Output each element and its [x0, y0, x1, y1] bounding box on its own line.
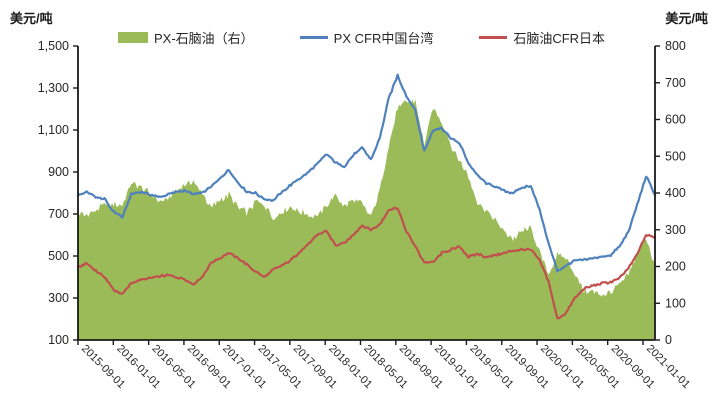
svg-text:100: 100 [48, 333, 69, 347]
series-line-naphtha-cfr-japan [76, 206, 657, 320]
legend-naphtha-label: 石脑油CFR日本 [513, 31, 606, 46]
svg-text:100: 100 [665, 296, 686, 310]
svg-text:200: 200 [665, 260, 686, 274]
left-axis-ticks: 1,500 1,300 1,100 900 700 500 300 100 [38, 39, 78, 347]
legend-item-area: PX-石脑油（右） [118, 28, 254, 47]
legend-area-label: PX-石脑油（右） [154, 31, 254, 46]
svg-text:300: 300 [48, 291, 69, 305]
svg-text:700: 700 [665, 76, 686, 90]
right-axis-caption: 美元/吨 [665, 11, 708, 26]
area-swatch-icon [118, 32, 148, 43]
series-area-px-naphtha-spread [78, 99, 655, 340]
svg-text:1,100: 1,100 [38, 123, 69, 137]
series-line-px-cfr-taiwan [76, 73, 657, 273]
svg-text:500: 500 [665, 149, 686, 163]
svg-text:700: 700 [48, 207, 69, 221]
right-axis-ticks: 800 700 600 500 400 300 200 100 0 [655, 39, 686, 347]
svg-text:400: 400 [665, 186, 686, 200]
legend-item-naphtha: 石脑油CFR日本 [479, 28, 605, 47]
legend-item-px: PX CFR中国台湾 [299, 28, 434, 47]
svg-text:1,300: 1,300 [38, 81, 69, 95]
svg-text:300: 300 [665, 223, 686, 237]
svg-text:900: 900 [48, 165, 69, 179]
legend: PX-石脑油（右） PX CFR中国台湾 石脑油CFR日本 [118, 28, 605, 47]
px-line-swatch-icon [299, 36, 328, 39]
legend-px-label: PX CFR中国台湾 [333, 31, 434, 46]
svg-text:1,500: 1,500 [38, 39, 69, 53]
svg-text:500: 500 [48, 249, 69, 263]
svg-text:600: 600 [665, 113, 686, 127]
svg-text:800: 800 [665, 39, 686, 53]
left-axis-caption: 美元/吨 [10, 11, 53, 26]
x-axis-ticks: 2015-09-012016-01-012016-05-012016-09-01… [77, 340, 692, 391]
svg-text:0: 0 [665, 333, 672, 347]
naphtha-line-swatch-icon [479, 36, 508, 39]
